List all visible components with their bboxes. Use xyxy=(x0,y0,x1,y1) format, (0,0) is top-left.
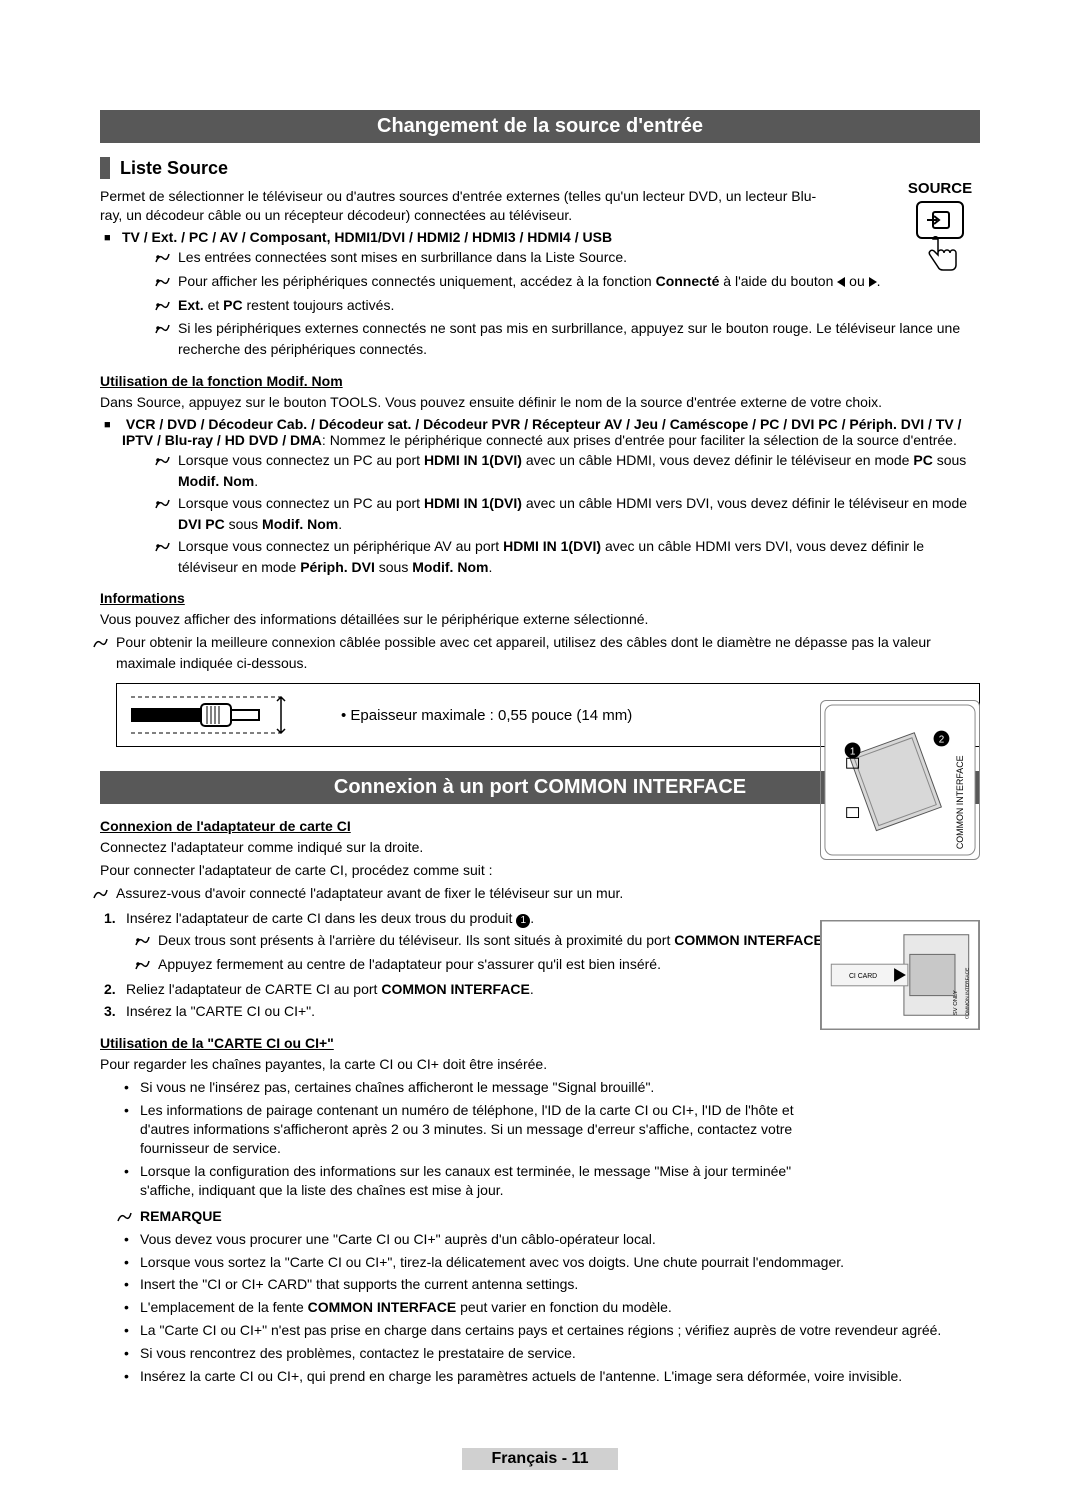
note-item: Ext. et PC restent toujours activés. xyxy=(178,296,980,317)
heading-liste-source-text: Liste Source xyxy=(120,158,228,179)
ci-step-2: Reliez l'adaptateur de CARTE CI au port … xyxy=(126,980,830,999)
bullet-item: Les informations de pairage contenant un… xyxy=(140,1101,830,1158)
ci-step-1-text: Insérez l'adaptateur de carte CI dans le… xyxy=(126,910,516,926)
svg-text:2: 2 xyxy=(939,734,944,745)
remarque-item: Insert the "CI or CI+ CARD" that support… xyxy=(140,1275,980,1294)
remarque-item: Lorsque vous sortez la "Carte CI ou CI+"… xyxy=(140,1253,980,1272)
note-icon xyxy=(92,635,108,654)
source-label: SOURCE xyxy=(900,180,980,197)
note-item: Les entrées connectées sont mises en sur… xyxy=(178,248,980,269)
ci-vertical-label: COMMON INTERFACE xyxy=(955,755,965,849)
ci-step-3: Insérez la "CARTE CI ou CI+". xyxy=(126,1002,830,1021)
remarque-item: L'emplacement de la fente COMMON INTERFA… xyxy=(140,1298,980,1317)
heading-ci-card: Utilisation de la "CARTE CI ou CI+" xyxy=(100,1035,980,1051)
remarque-list: Vous devez vous procurer une "Carte CI o… xyxy=(100,1230,980,1386)
cable-thickness-value: Epaisseur maximale : 0,55 pouce (14 mm) xyxy=(350,707,632,724)
note-item: Lorsque vous connectez un PC au port HDM… xyxy=(178,494,980,534)
note-icon xyxy=(116,1210,132,1226)
informations-intro: Vous pouvez afficher des informations dé… xyxy=(100,610,980,629)
svg-text:SV ONLY: SV ONLY xyxy=(953,990,959,1015)
note-item: Lorsque vous connectez un périphérique A… xyxy=(178,537,980,577)
note-item: Lorsque vous connectez un PC au port HDM… xyxy=(178,451,980,491)
cable-thickness-text: • Epaisseur maximale : 0,55 pouce (14 mm… xyxy=(341,707,632,724)
modif-nom-list: VCR / DVD / Décodeur Cab. / Décodeur sat… xyxy=(100,416,980,576)
liste-source-intro: Permet de sélectionner le téléviseur ou … xyxy=(100,187,830,225)
modif-nom-notes: Lorsque vous connectez un PC au port HDM… xyxy=(122,451,980,576)
ci-adapter-illustration: 1 2 COMMON INTERFACE xyxy=(820,700,980,860)
input-list: TV / Ext. / PC / AV / Composant, HDMI1/D… xyxy=(100,229,980,359)
remarque-item: La "Carte CI ou CI+" n'est pas prise en … xyxy=(140,1321,980,1340)
remarque-item: Si vous rencontrez des problèmes, contac… xyxy=(140,1344,980,1363)
liste-source-notes: Les entrées connectées sont mises en sur… xyxy=(122,248,980,359)
note-item: Deux trous sont présents à l'arrière du … xyxy=(158,931,830,952)
cable-diagram-icon xyxy=(131,694,301,736)
marker-1-icon: 1 xyxy=(516,914,530,928)
informations-note: Pour obtenir la meilleure connexion câbl… xyxy=(100,633,980,673)
ci-adapter-pre-note-text: Assurez-vous d'avoir connecté l'adaptate… xyxy=(116,885,623,901)
modif-nom-intro: Dans Source, appuyez sur le bouton TOOLS… xyxy=(100,393,980,412)
ci-adapter-line2: Pour connecter l'adaptateur de carte CI,… xyxy=(100,861,980,880)
note-icon xyxy=(92,886,108,905)
page-number: Français - 11 xyxy=(462,1448,619,1470)
heading-modif-nom: Utilisation de la fonction Modif. Nom xyxy=(100,373,980,389)
ci-card-intro: Pour regarder les chaînes payantes, la c… xyxy=(100,1055,980,1074)
ci-card-bullets: Si vous ne l'insérez pas, certaines chaî… xyxy=(100,1078,830,1199)
note-item: Pour afficher les périphériques connecté… xyxy=(178,272,980,293)
heading-liste-source: Liste Source xyxy=(100,157,980,179)
ci-adapter-pre-note: Assurez-vous d'avoir connecté l'adaptate… xyxy=(100,884,980,905)
bullet-item: Si vous ne l'insérez pas, certaines chaî… xyxy=(140,1078,830,1097)
remarque-item: Insérez la carte CI ou CI+, qui prend en… xyxy=(140,1367,980,1386)
remarque-item: Vous devez vous procurer une "Carte CI o… xyxy=(140,1230,980,1249)
page-footer: Français - 11 xyxy=(0,1448,1080,1470)
bullet-item: Lorsque la configuration des information… xyxy=(140,1162,830,1200)
ci-step-1: Insérez l'adaptateur de carte CI dans le… xyxy=(126,909,830,976)
modif-nom-tail: : Nommez le périphérique connecté aux pr… xyxy=(322,432,957,448)
remarque-label: REMARQUE xyxy=(140,1208,222,1224)
ci-card-illustration: CI CARD SV ONLY COMMON INTERFACE xyxy=(820,920,980,1030)
svg-text:CI CARD: CI CARD xyxy=(849,973,877,980)
remarque-heading: REMARQUE xyxy=(116,1208,980,1226)
informations-note-text: Pour obtenir la meilleure connexion câbl… xyxy=(116,634,931,671)
note-item: Si les périphériques externes connectés … xyxy=(178,319,980,359)
section-title-input-source: Changement de la source d'entrée xyxy=(100,110,980,143)
ci-step-1-notes: Deux trous sont présents à l'arrière du … xyxy=(126,931,830,976)
note-item: Appuyez fermement au centre de l'adaptat… xyxy=(158,955,830,976)
input-list-bold: TV / Ext. / PC / AV / Composant, HDMI1/D… xyxy=(122,229,612,245)
ci-adapter-steps: Insérez l'adaptateur de carte CI dans le… xyxy=(100,909,830,1022)
source-remote-illustration: SOURCE xyxy=(900,180,980,285)
heading-informations: Informations xyxy=(100,590,980,606)
svg-text:COMMON INTERFACE: COMMON INTERFACE xyxy=(965,967,971,1019)
svg-text:1: 1 xyxy=(850,746,855,757)
